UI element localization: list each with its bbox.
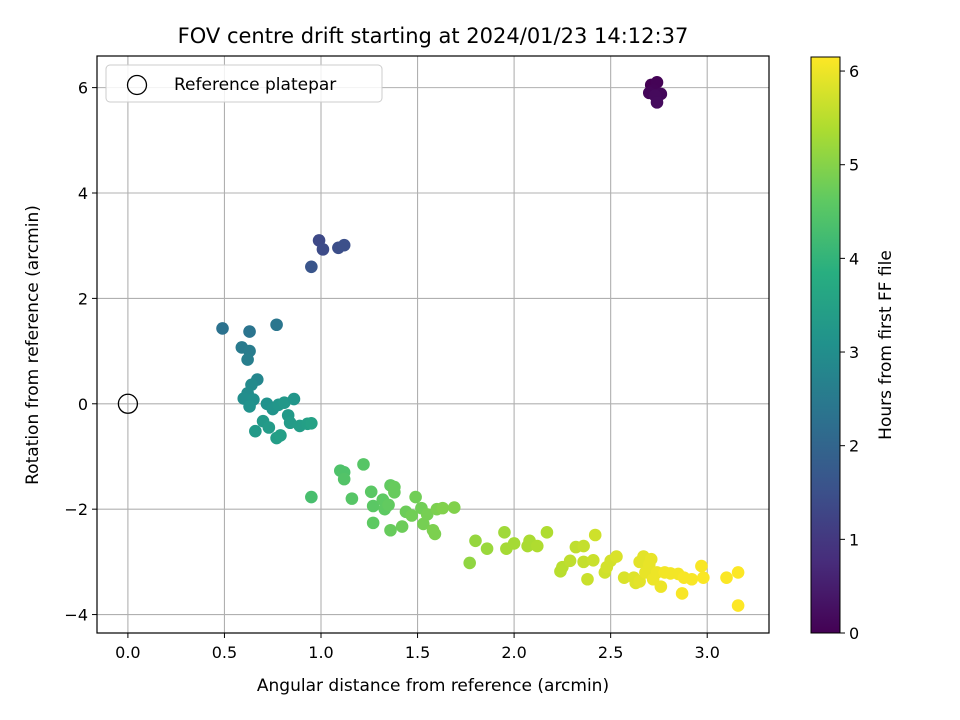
scatter-point (409, 490, 422, 504)
scatter-point (480, 542, 494, 555)
x-tick-label: 2.0 (501, 643, 526, 662)
scatter-point (428, 527, 442, 541)
colorbar-tick-label: 5 (849, 156, 859, 175)
y-tick-label: 0 (78, 395, 88, 414)
x-tick-label: 2.5 (598, 643, 623, 662)
scatter-point (305, 260, 318, 274)
scatter-point (685, 572, 699, 586)
scatter-point (243, 400, 256, 413)
scatter-point (577, 539, 590, 553)
legend-entry-reference-platepar: Reference platepar (174, 75, 336, 95)
scatter-point (366, 499, 380, 513)
scatter-point (364, 485, 378, 499)
scatter-point (384, 523, 397, 537)
x-tick-label: 3.0 (694, 643, 719, 662)
y-tick-label: 6 (78, 79, 88, 98)
scatter-point (469, 534, 482, 548)
reference-platepar-marker (117, 393, 139, 414)
y-tick-label: −4 (64, 606, 88, 625)
scatter-point (305, 416, 318, 430)
scatter-point (720, 571, 733, 584)
y-tick-label: −2 (64, 500, 88, 519)
scatter-point (563, 554, 577, 568)
x-axis-label: Angular distance from reference (arcmin) (257, 676, 609, 696)
scatter-point (581, 572, 594, 586)
y-tick-label: 2 (78, 289, 88, 308)
y-axis-ticks: −4 −2 0 2 4 6 (64, 79, 97, 625)
scatter-point (388, 486, 401, 499)
scatter-point (243, 325, 256, 338)
data-points (216, 76, 745, 612)
scatter-point (695, 559, 708, 573)
scatter-point (262, 421, 276, 434)
scatter-point (610, 550, 623, 563)
scatter-point (395, 520, 409, 533)
scatter-point (417, 517, 430, 531)
scatter-point (287, 392, 301, 406)
colorbar-label: Hours from first FF file (876, 250, 896, 440)
scatter-point (283, 416, 297, 430)
scatter-point (650, 96, 664, 109)
scatter-point (305, 490, 318, 504)
scatter-point (463, 556, 476, 570)
scatter-point (337, 472, 351, 486)
x-tick-label: 1.5 (405, 643, 430, 662)
colorbar-tick-label: 1 (849, 530, 859, 549)
chart-title: FOV centre drift starting at 2024/01/23 … (178, 24, 689, 48)
scatter-point (366, 516, 380, 530)
x-tick-label: 0.5 (212, 643, 237, 662)
scatter-point (278, 396, 291, 410)
scatter-point (405, 509, 419, 522)
scatter-point (586, 553, 600, 567)
scatter-point (270, 318, 283, 332)
scatter-point (617, 571, 631, 584)
x-axis-ticks: 0.0 0.5 1.0 1.5 2.0 2.5 3.0 (115, 633, 720, 662)
colorbar-tick-label: 3 (849, 343, 859, 362)
legend-marker (126, 74, 148, 96)
scatter-point (540, 526, 554, 539)
scatter-point (644, 552, 658, 566)
scatter-point (216, 322, 229, 335)
y-axis-label: Rotation from reference (arcmin) (23, 205, 43, 485)
scatter-point (436, 501, 449, 515)
scatter-point (345, 492, 359, 505)
scatter-point (498, 526, 511, 539)
scatter-point (675, 587, 689, 600)
grid-lines (97, 56, 769, 633)
y-tick-label: 4 (78, 184, 88, 203)
colorbar-tick-label: 0 (849, 624, 859, 643)
scatter-point (731, 599, 745, 612)
colorbar-tick-label: 6 (849, 62, 859, 81)
x-tick-label: 1.0 (308, 643, 333, 662)
scatter-point (654, 580, 668, 593)
scatter-point (697, 571, 710, 584)
scatter-point (382, 498, 395, 512)
colorbar (810, 56, 841, 634)
colorbar-tick-label: 4 (849, 249, 859, 268)
scatter-point (241, 353, 254, 366)
plot-frame (96, 55, 770, 634)
colorbar-ticks: 0 1 2 3 4 5 6 (840, 62, 859, 643)
scatter-point (420, 508, 434, 521)
scatter-point (337, 238, 351, 252)
colorbar-tick-label: 2 (849, 437, 859, 456)
scatter-point (447, 501, 461, 514)
scatter-point (316, 243, 330, 256)
scatter-point (357, 458, 370, 471)
legend-box (105, 64, 383, 103)
scatter-point (577, 555, 590, 569)
scatter-point (731, 566, 745, 579)
x-tick-label: 0.0 (115, 643, 140, 662)
scatter-point (588, 528, 602, 542)
scatter-point (507, 537, 521, 550)
scatter-point (274, 429, 287, 442)
scatter-point (249, 424, 262, 438)
scatter-point (633, 575, 646, 588)
legend: Reference platepar (105, 64, 383, 103)
scatter-point (530, 539, 544, 553)
